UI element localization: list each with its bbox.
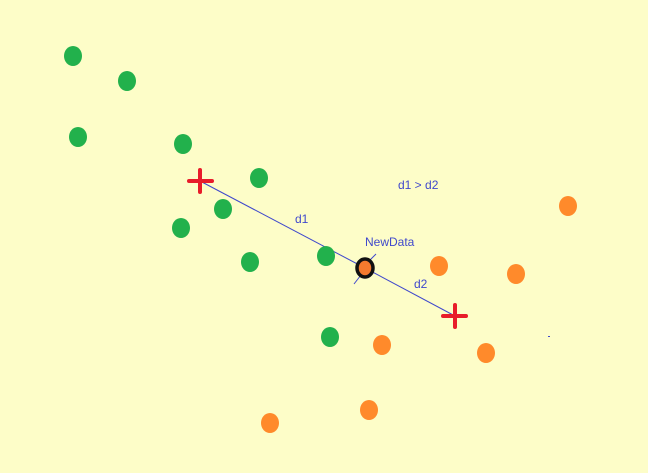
centroid-orange-icon bbox=[441, 303, 468, 329]
green-point bbox=[64, 46, 82, 66]
green-point bbox=[321, 327, 339, 347]
green-point bbox=[118, 71, 136, 91]
label-d2: d2 bbox=[414, 277, 428, 291]
green-point bbox=[172, 218, 190, 238]
green-point bbox=[214, 199, 232, 219]
green-point bbox=[174, 134, 192, 154]
green-class-points bbox=[64, 46, 339, 347]
green-point bbox=[69, 127, 87, 147]
orange-point bbox=[360, 400, 378, 420]
centroid-green-icon bbox=[187, 168, 214, 194]
new-data-point-icon bbox=[353, 253, 377, 285]
orange-point bbox=[507, 264, 525, 284]
green-point bbox=[241, 252, 259, 272]
green-point bbox=[317, 246, 335, 266]
label-d1: d1 bbox=[295, 212, 309, 226]
orange-point bbox=[430, 256, 448, 276]
orange-point bbox=[477, 343, 495, 363]
orange-point bbox=[559, 196, 577, 216]
green-point bbox=[250, 168, 268, 188]
distance-line-d1 bbox=[199, 180, 366, 269]
orange-point bbox=[373, 335, 391, 355]
stray-mark bbox=[548, 336, 550, 337]
orange-point bbox=[261, 413, 279, 433]
distance-line-d2 bbox=[364, 267, 456, 317]
orange-class-points bbox=[261, 196, 577, 433]
label-new-data: NewData bbox=[365, 235, 415, 249]
label-comparison: d1 > d2 bbox=[398, 178, 439, 192]
